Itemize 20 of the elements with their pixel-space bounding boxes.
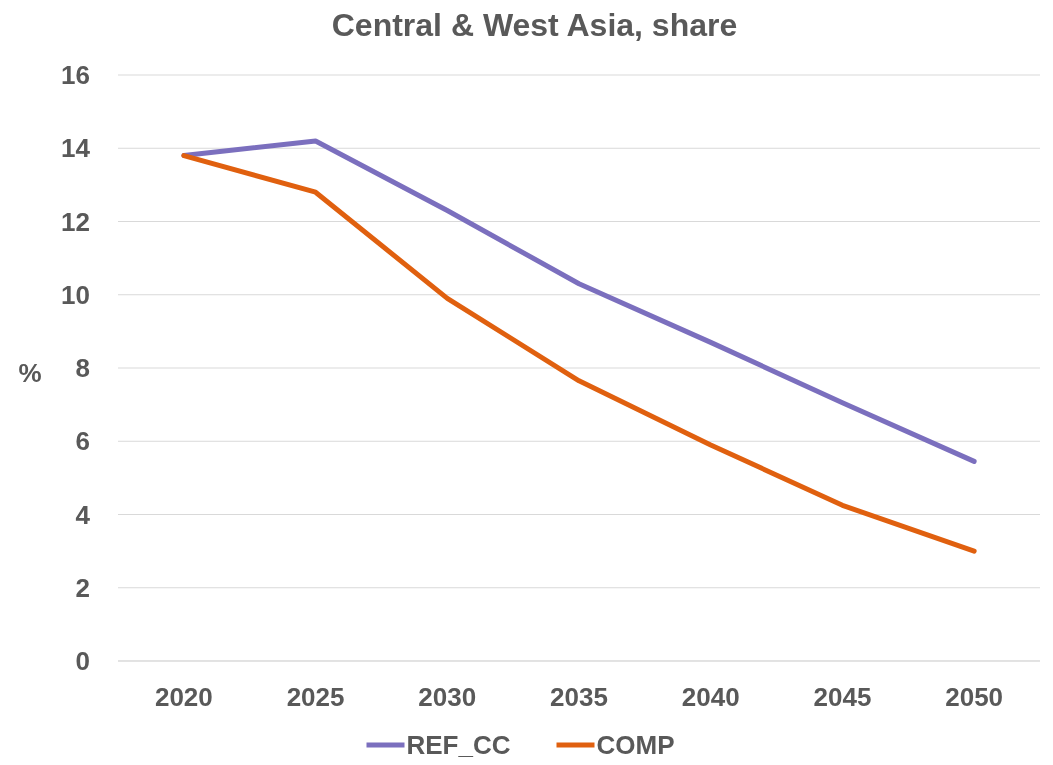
y-tick-label: 16 bbox=[61, 60, 90, 91]
y-tick-label: 2 bbox=[75, 572, 90, 603]
y-tick-label: 6 bbox=[75, 426, 90, 457]
x-tick-label: 2035 bbox=[550, 682, 608, 712]
y-tick-label: 4 bbox=[75, 499, 91, 530]
y-tick-label: 0 bbox=[75, 646, 90, 677]
legend-label: COMP bbox=[596, 730, 675, 761]
legend-label: REF_CC bbox=[406, 730, 511, 761]
y-axis-title: % bbox=[18, 358, 42, 389]
x-tick-label: 2025 bbox=[286, 682, 345, 712]
x-tick-label: 2040 bbox=[681, 682, 740, 712]
y-tick-label: 10 bbox=[61, 279, 90, 310]
x-tick-label: 2045 bbox=[813, 682, 872, 712]
y-tick-label: 8 bbox=[75, 353, 90, 384]
x-tick-label: 2030 bbox=[418, 682, 477, 712]
chart-title: Central & West Asia, share bbox=[331, 7, 738, 43]
y-tick-label: 12 bbox=[61, 206, 90, 237]
y-tick-label: 14 bbox=[61, 133, 91, 164]
x-tick-label: 2020 bbox=[154, 682, 213, 712]
x-tick-label: 2050 bbox=[945, 682, 1004, 712]
